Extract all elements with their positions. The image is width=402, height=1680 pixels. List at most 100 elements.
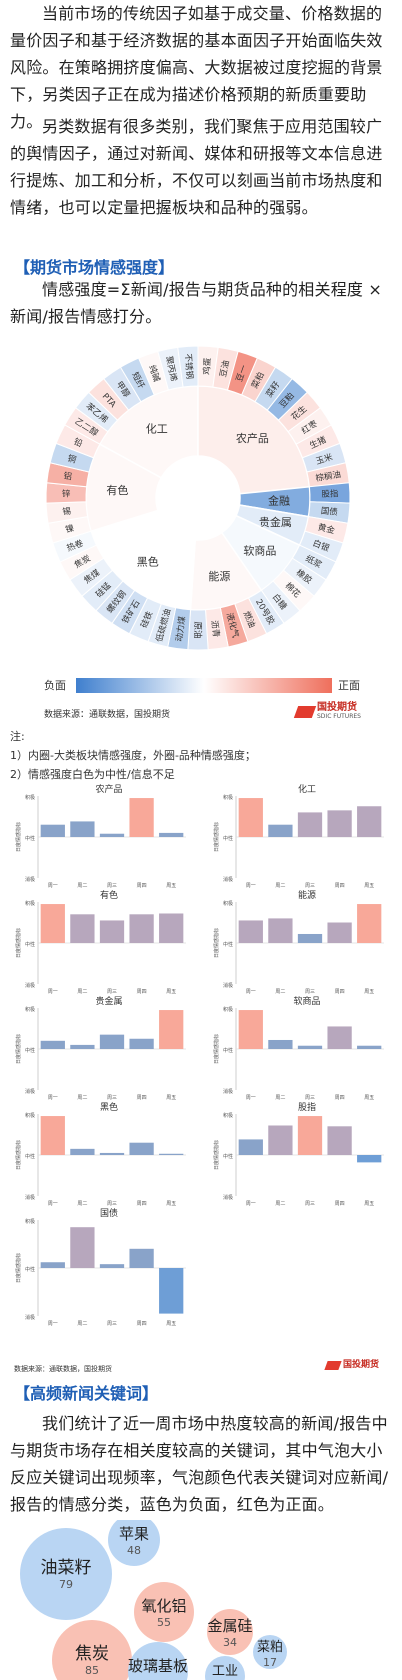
bubble-circle xyxy=(20,1528,112,1620)
bar-category-label: 周五 xyxy=(364,1095,374,1101)
bar xyxy=(297,933,323,943)
notes-label: 注: xyxy=(10,730,25,743)
bar-axis-label: 中性 xyxy=(25,1153,35,1160)
item-label: 铜 xyxy=(66,453,77,466)
bar-axis-label: 中性 xyxy=(25,835,35,842)
bar xyxy=(99,1152,125,1155)
bar-ylabel: 日度情感指标 xyxy=(213,1034,220,1064)
bar-category-label: 周五 xyxy=(364,883,374,889)
bar-category-label: 周三 xyxy=(305,989,315,995)
item-label: 股指 xyxy=(321,488,339,500)
bar-ylabel: 日度情感指标 xyxy=(213,928,220,958)
item-label: 沥青 xyxy=(209,620,222,638)
bar-category-label: 周四 xyxy=(335,1095,345,1101)
bar-category-label: 周二 xyxy=(77,883,87,889)
sector-label: 化工 xyxy=(146,421,168,435)
bar-axis-label: 中性 xyxy=(223,1047,233,1054)
bar xyxy=(129,914,154,943)
bar-category-label: 周三 xyxy=(107,883,117,889)
bar-ylabel: 日度情感指标 xyxy=(213,1140,220,1170)
bar-category-label: 周五 xyxy=(166,1201,176,1207)
section-title-keywords: 【高频新闻关键词】 xyxy=(14,1384,159,1403)
bar-chart-title: 化工 xyxy=(298,783,316,795)
legend-gradient-bar xyxy=(76,678,332,693)
bar xyxy=(268,1125,293,1155)
item-label: 鸡蛋 xyxy=(201,357,213,375)
bar-category-label: 周二 xyxy=(275,1095,285,1101)
bar xyxy=(129,798,154,837)
bar-chart-title: 黑色 xyxy=(100,1101,118,1113)
item-label: 原油 xyxy=(192,621,203,638)
bubble-circle xyxy=(128,1642,188,1680)
bubble-circle xyxy=(253,1635,287,1669)
bar xyxy=(99,1264,125,1268)
bar xyxy=(159,913,184,943)
bar-ylabel: 日度情感指标 xyxy=(15,1034,22,1064)
note-1: 1）内圈-大类板块情感强度，外圈-品种情感强度； xyxy=(10,749,256,762)
bubble-count: 79 xyxy=(59,1578,73,1591)
bar-category-label: 周四 xyxy=(137,1321,147,1327)
bar-axis-label: 消极 xyxy=(25,1314,35,1321)
item-label: 动力煤 xyxy=(174,615,188,642)
sector-label: 能源 xyxy=(208,569,230,583)
bar xyxy=(297,812,323,837)
bar xyxy=(238,1010,263,1049)
bar-axis-label: 消极 xyxy=(223,982,233,989)
bar xyxy=(40,1040,65,1049)
bar-category-label: 周二 xyxy=(77,1095,87,1101)
bubble-keyword: 氧化铝 xyxy=(141,1597,186,1615)
bubble-7: 工业 xyxy=(205,1656,245,1680)
bar-axis-label: 中性 xyxy=(25,1047,35,1054)
bar xyxy=(327,1126,352,1155)
item-label: 豆油 xyxy=(218,359,232,378)
item-label: 聚丙烯 xyxy=(163,355,179,383)
bar-axis-label: 积极 xyxy=(25,1218,35,1225)
bar xyxy=(357,904,382,943)
bubble-circle xyxy=(52,1620,132,1680)
bubble-keyword: 苹果 xyxy=(119,1525,149,1543)
bar-axis-label: 中性 xyxy=(25,1266,35,1273)
bar xyxy=(99,1034,125,1049)
legend-pos-label: 正面 xyxy=(338,679,360,692)
bar-category-label: 周三 xyxy=(107,989,117,995)
bar-axis-label: 积极 xyxy=(25,794,35,801)
bar xyxy=(40,1262,65,1268)
bar-category-label: 周三 xyxy=(107,1095,117,1101)
bar-category-label: 周二 xyxy=(77,989,87,995)
item-label: 锌 xyxy=(62,488,71,499)
company-logo-2: 国投期货 xyxy=(324,1360,379,1370)
item-label: 国债 xyxy=(320,505,339,518)
item-segment xyxy=(55,424,101,459)
bar xyxy=(99,833,125,837)
bar xyxy=(238,798,263,837)
sector-label: 贵金属 xyxy=(259,515,292,529)
bar-category-label: 周三 xyxy=(107,1321,117,1327)
bar-category-label: 周四 xyxy=(335,1201,345,1207)
bar xyxy=(40,824,65,837)
bubble-circle xyxy=(205,1656,245,1680)
bar xyxy=(70,914,95,943)
sector-label: 农产品 xyxy=(236,431,269,445)
bar xyxy=(238,920,263,943)
bar-category-label: 周五 xyxy=(166,989,176,995)
legend-neg-label: 负面 xyxy=(44,678,66,692)
bar-category-label: 周二 xyxy=(275,883,285,889)
bar-axis-label: 中性 xyxy=(223,835,233,842)
source-label-2: 数据来源：通联数据，国投期货 xyxy=(14,1365,112,1373)
bar-axis-label: 消极 xyxy=(25,982,35,989)
bar xyxy=(70,821,95,837)
sector-label: 黑色 xyxy=(137,555,159,569)
bar-axis-label: 中性 xyxy=(25,941,35,948)
sentiment-formula: 情感强度=Σ新闻/报告与期货品种的相关程度 × 新闻/报告情感打分。 xyxy=(10,280,382,326)
section-title-sentiment: 【期货市场情感强度】 xyxy=(14,258,175,277)
